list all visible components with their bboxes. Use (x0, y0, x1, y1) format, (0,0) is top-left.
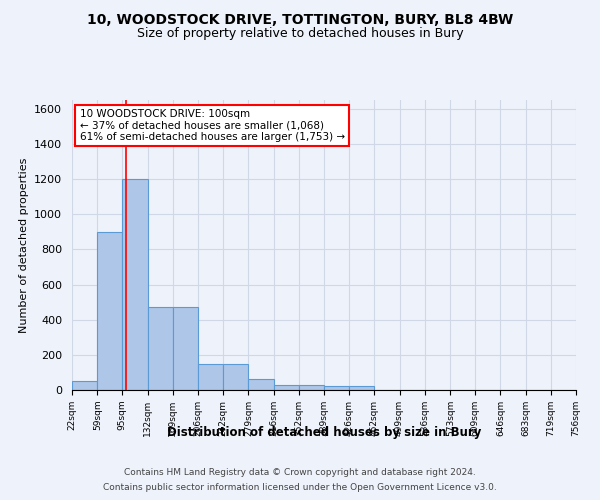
Bar (122, 179, 148, 390)
Bar (248, 380, 274, 390)
Bar (349, 386, 374, 390)
Text: Distribution of detached houses by size in Bury: Distribution of detached houses by size … (167, 426, 481, 439)
Bar (173, 308, 199, 390)
Bar (148, 308, 173, 390)
Text: 10, WOODSTOCK DRIVE, TOTTINGTON, BURY, BL8 4BW: 10, WOODSTOCK DRIVE, TOTTINGTON, BURY, B… (87, 12, 513, 26)
Bar (199, 364, 223, 390)
Y-axis label: Number of detached properties: Number of detached properties (19, 158, 29, 332)
Bar (97, 232, 122, 390)
Bar (299, 384, 324, 390)
Text: Size of property relative to detached houses in Bury: Size of property relative to detached ho… (137, 28, 463, 40)
Text: 10 WOODSTOCK DRIVE: 100sqm
← 37% of detached houses are smaller (1,068)
61% of s: 10 WOODSTOCK DRIVE: 100sqm ← 37% of deta… (80, 108, 344, 142)
Text: Contains HM Land Registry data © Crown copyright and database right 2024.: Contains HM Land Registry data © Crown c… (124, 468, 476, 477)
Text: Contains public sector information licensed under the Open Government Licence v3: Contains public sector information licen… (103, 483, 497, 492)
Bar (223, 364, 248, 390)
Bar (72, 381, 97, 390)
Bar (324, 386, 349, 390)
Bar (274, 384, 299, 390)
